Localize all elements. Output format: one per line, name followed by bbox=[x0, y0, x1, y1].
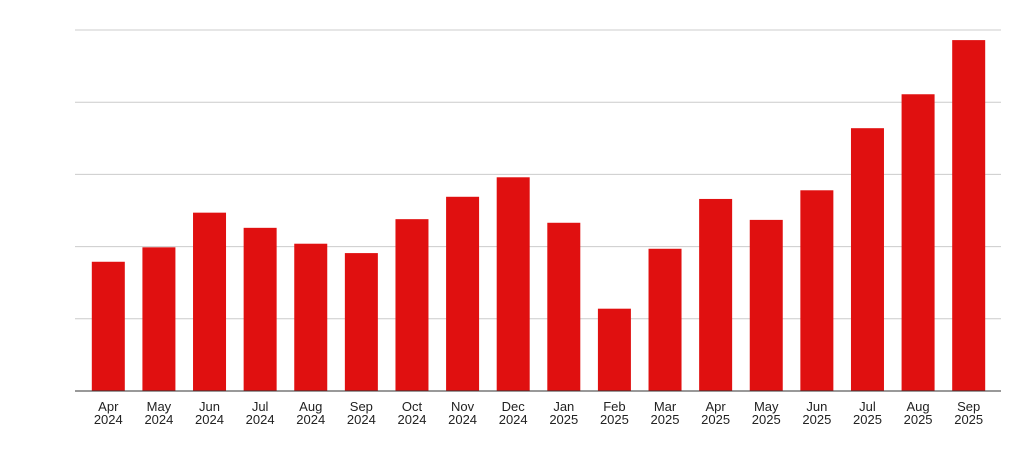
x-tick-label: Feb 2025 bbox=[599, 399, 629, 427]
x-tick-label: Sep 2025 bbox=[954, 399, 984, 427]
x-tick-label: Jun 2024 bbox=[195, 399, 224, 427]
bar bbox=[91, 261, 125, 391]
x-tick-label: Jan 2025 bbox=[549, 399, 579, 427]
bar bbox=[344, 253, 378, 391]
bar bbox=[597, 308, 631, 391]
bar bbox=[294, 243, 328, 391]
x-tick-label: Nov 2024 bbox=[448, 399, 478, 427]
x-tick-label: Sep 2024 bbox=[346, 399, 376, 427]
bar bbox=[901, 94, 935, 392]
bar bbox=[547, 222, 581, 391]
bar bbox=[749, 219, 783, 391]
bar bbox=[648, 248, 682, 391]
x-tick-label: Jun 2025 bbox=[802, 399, 832, 427]
x-tick-label: Aug 2024 bbox=[296, 399, 326, 427]
x-tick-label: Apr 2024 bbox=[93, 399, 123, 427]
x-tick-label: Apr 2025 bbox=[701, 399, 731, 427]
bar bbox=[142, 247, 176, 391]
bar bbox=[193, 212, 227, 391]
bar bbox=[952, 40, 986, 391]
bar bbox=[395, 219, 429, 391]
x-tick-label: May 2024 bbox=[144, 399, 174, 427]
x-tick-label: Dec 2024 bbox=[498, 399, 528, 427]
x-tick-label: May 2025 bbox=[751, 399, 781, 427]
x-tick-label: Mar 2025 bbox=[650, 399, 680, 427]
x-tick-label: Jul 2024 bbox=[245, 399, 275, 427]
bar bbox=[496, 177, 530, 391]
x-tick-label: Jul 2025 bbox=[853, 399, 882, 427]
bar bbox=[699, 198, 733, 391]
bar bbox=[243, 227, 277, 391]
bar bbox=[850, 128, 884, 391]
bar bbox=[446, 196, 480, 391]
x-tick-label: Oct 2024 bbox=[397, 399, 427, 427]
bar bbox=[800, 190, 834, 391]
x-tick-label: Aug 2025 bbox=[903, 399, 933, 427]
